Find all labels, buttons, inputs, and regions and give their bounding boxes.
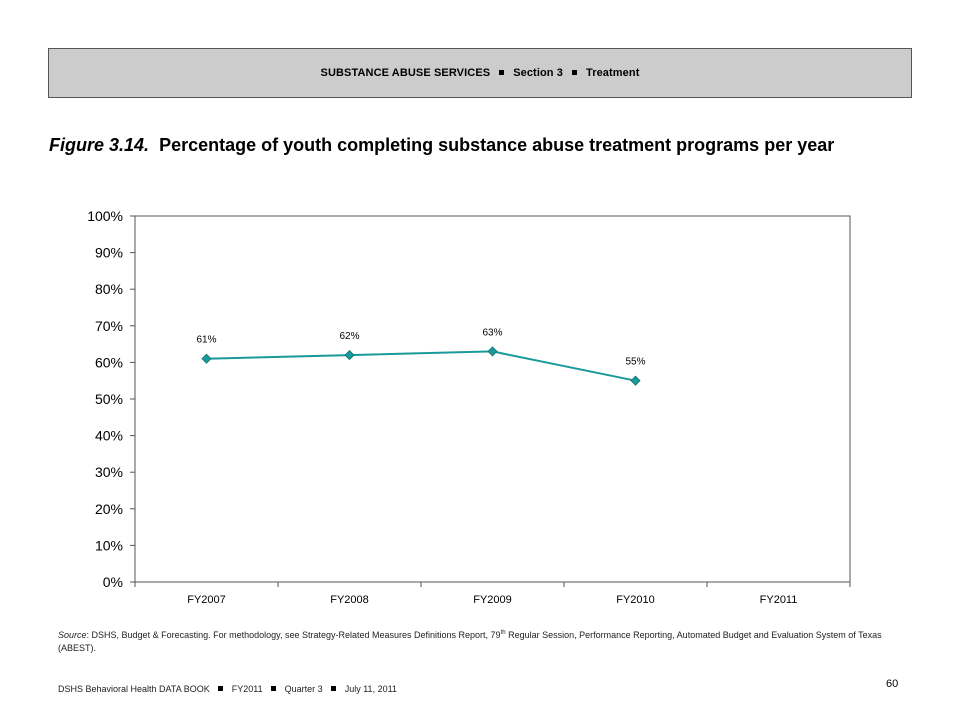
header-separator	[572, 69, 577, 75]
footer-quarter: Quarter 3	[284, 684, 323, 694]
figure-title: Figure 3.14. Percentage of youth complet…	[49, 134, 909, 157]
y-tick-label: 50%	[95, 391, 123, 407]
y-tick-label: 30%	[95, 464, 123, 480]
y-tick-label: 70%	[95, 318, 123, 334]
footer-separator	[218, 686, 224, 692]
data-point	[344, 350, 355, 361]
footer-separator	[331, 686, 337, 692]
y-tick-label: 60%	[95, 354, 123, 370]
y-tick-label: 10%	[95, 537, 123, 553]
footer-date: July 11, 2011	[344, 684, 397, 694]
source-label: Source	[58, 630, 87, 640]
source-note: Source: DSHS, Budget & Forecasting. For …	[58, 629, 908, 654]
figure-caption: Percentage of youth completing substance…	[159, 135, 835, 155]
data-label: 61%	[196, 335, 216, 346]
page-number: 60	[886, 678, 899, 690]
y-tick-label: 20%	[95, 501, 123, 517]
section-number: Section 3	[513, 67, 563, 79]
x-tick-label: FY2009	[473, 594, 512, 606]
y-tick-label: 0%	[103, 574, 123, 590]
x-tick-label: FY2011	[760, 594, 798, 606]
data-label: 55%	[625, 357, 645, 368]
source-superscript: th	[500, 630, 506, 636]
data-point	[201, 353, 212, 364]
source-text-cont: Regular Session, Performance Reporting, …	[58, 630, 882, 653]
data-point	[630, 375, 641, 386]
x-tick-label: FY2008	[330, 594, 369, 606]
figure-number: Figure 3.14.	[49, 135, 150, 155]
data-point	[487, 346, 498, 357]
source-text: : DSHS, Budget & Forecasting. For method…	[86, 630, 501, 640]
section-header-bar: SUBSTANCE ABUSE SERVICES Section 3 Treat…	[48, 48, 912, 98]
y-tick-label: 40%	[95, 428, 123, 444]
data-label: 63%	[482, 327, 502, 338]
x-tick-label: FY2010	[616, 594, 655, 606]
footer-fiscal-year: FY2011	[231, 684, 263, 694]
y-tick-label: 100%	[87, 208, 123, 224]
y-tick-label: 80%	[95, 281, 123, 297]
footer-separator	[271, 686, 277, 692]
footer-book: DSHS Behavioral Health DATA BOOK	[58, 684, 210, 694]
series-line	[206, 350, 636, 382]
plot-area	[134, 215, 851, 583]
footer: DSHS Behavioral Health DATA BOOK FY2011 …	[58, 684, 397, 694]
section-label: SUBSTANCE ABUSE SERVICES	[320, 67, 491, 79]
section-topic: Treatment	[586, 67, 640, 79]
header-separator	[499, 69, 505, 75]
x-tick-label: FY2007	[187, 594, 226, 606]
data-label: 62%	[339, 331, 359, 342]
y-tick-label: 90%	[95, 245, 123, 261]
